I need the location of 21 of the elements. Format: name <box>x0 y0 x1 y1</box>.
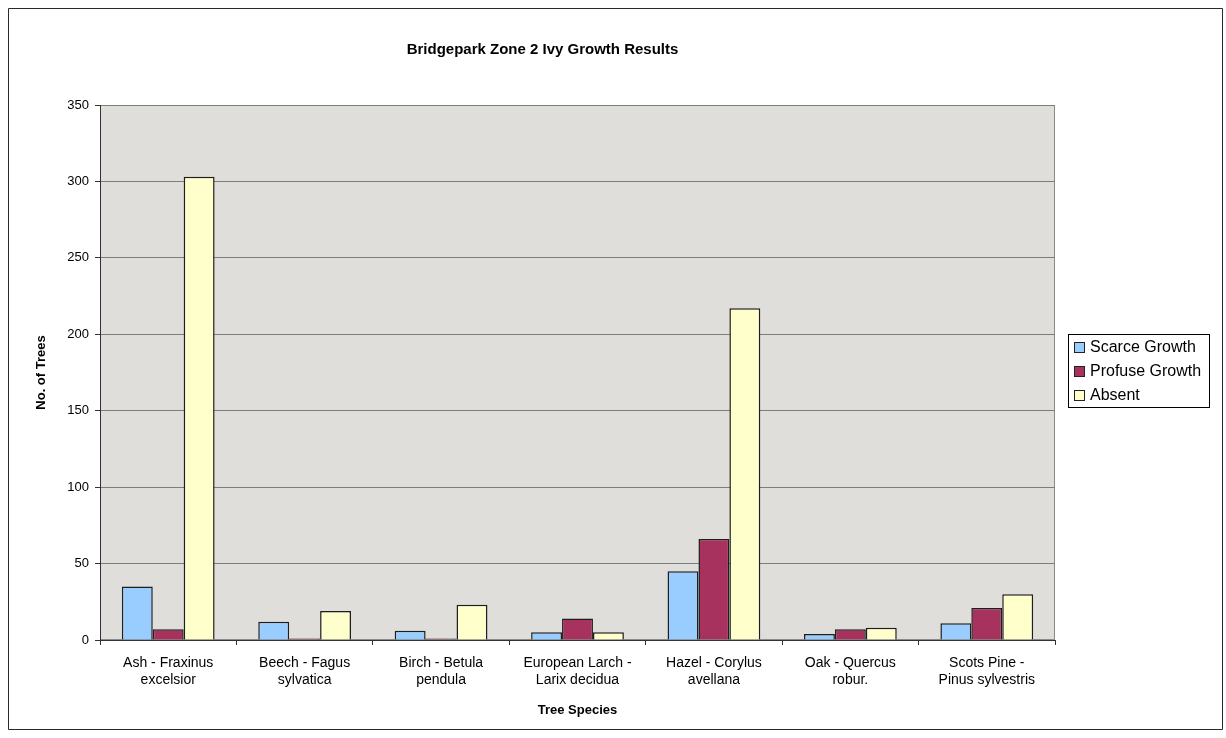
x-tick-label: Ash - Fraxinus excelsior <box>123 654 214 688</box>
x-axis-title: Tree Species <box>537 701 618 717</box>
y-tick-label: 0 <box>81 631 89 647</box>
x-tick-label: Oak - Quercus robur. <box>804 654 896 688</box>
x-tick-label: Hazel - Corylus avellana <box>666 654 762 688</box>
x-tick-label: European Larch - Larix decidua <box>523 654 632 688</box>
x-tick-label: Beech - Fagus sylvatica <box>259 654 351 688</box>
y-tick-label: 350 <box>67 96 89 112</box>
legend-label: Absent <box>1090 385 1140 405</box>
y-tick-label: 300 <box>67 173 89 189</box>
legend-label: Scarce Growth <box>1090 337 1196 357</box>
y-tick-label: 50 <box>74 555 89 571</box>
x-tick-label: Scots Pine - Pinus sylvestris <box>938 654 1036 688</box>
x-tick-label: Birch - Betula pendula <box>399 654 484 688</box>
y-tick-label: 100 <box>67 478 89 494</box>
y-tick-label: 250 <box>67 249 89 265</box>
chart-title: Bridgepark Zone 2 Ivy Growth Results <box>406 40 679 58</box>
legend-label: Profuse Growth <box>1090 361 1202 381</box>
y-tick-label: 200 <box>67 325 89 341</box>
y-tick-label: 150 <box>67 402 89 418</box>
y-axis-title: No. of Trees <box>33 335 49 410</box>
